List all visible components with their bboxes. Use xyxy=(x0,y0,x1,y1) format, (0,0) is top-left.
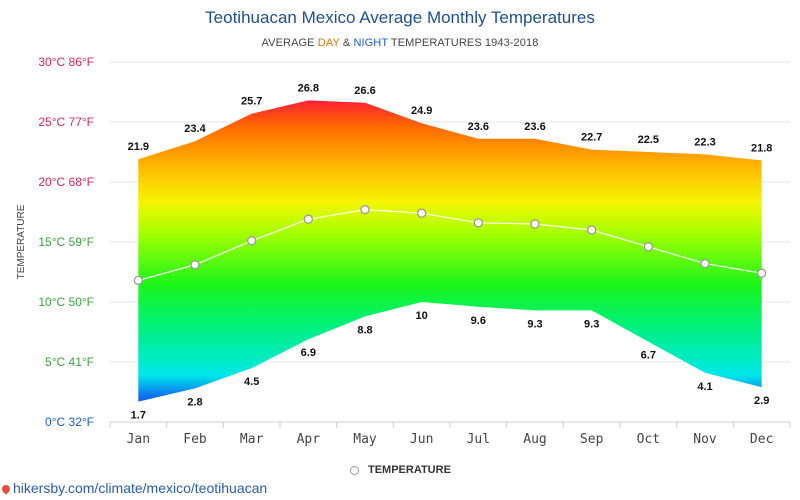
subtitle-prefix: AVERAGE xyxy=(261,37,318,49)
night-temp-label: 2.9 xyxy=(754,395,769,407)
source-text: hikersby.com/climate/mexico/teotihuacan xyxy=(13,480,268,496)
night-temp-label: 9.3 xyxy=(584,318,599,330)
temperature-point xyxy=(700,258,710,269)
legend-label: TEMPERATURE xyxy=(368,464,451,476)
chart-subtitle: AVERAGE DAY & NIGHT TEMPERATURES 1943-20… xyxy=(0,37,800,49)
x-tick-label: Aug xyxy=(523,432,546,447)
temperature-point xyxy=(190,260,200,270)
temperature-chart: 0°C 32°F 5°C 41°F 10°C 50°F 15°C 59°F 20°C 6… xyxy=(16,55,791,447)
subtitle-suffix: TEMPERATURES 1943-2018 xyxy=(387,37,539,49)
night-temp-label: 6.7 xyxy=(641,350,656,362)
y-tick-label: 30°C 86°F xyxy=(38,55,94,69)
night-temp-label: 10 xyxy=(416,310,428,322)
day-temp-label: 21.9 xyxy=(128,141,149,153)
day-temp-label: 23.4 xyxy=(184,123,206,135)
source-link[interactable]: hikersby.com/climate/mexico/teotihuacan xyxy=(0,480,268,496)
temperature-point xyxy=(530,219,540,229)
x-tick-label: Sep xyxy=(580,432,604,447)
night-temp-label: 4.1 xyxy=(697,381,712,393)
x-tick-label: Apr xyxy=(297,432,321,447)
x-tick-label: May xyxy=(353,432,377,447)
x-tick-label: Nov xyxy=(693,432,717,447)
location-pin-icon xyxy=(0,483,12,495)
x-tick-label: Jul xyxy=(467,432,490,447)
day-temp-label: 22.7 xyxy=(581,132,602,144)
y-axis: 0°C 32°F 5°C 41°F 10°C 50°F 15°C 59°F 20°C 6… xyxy=(38,55,94,429)
x-tick-label: Mar xyxy=(240,432,264,447)
temperature-line xyxy=(138,208,762,281)
day-temp-label: 23.6 xyxy=(524,121,545,133)
x-tick-label: Dec xyxy=(750,432,773,447)
temperature-point xyxy=(247,236,257,246)
night-temp-label: 1.7 xyxy=(131,410,146,422)
y-tick-label: 5°C 41°F xyxy=(45,355,94,369)
subtitle-night: NIGHT xyxy=(353,37,388,49)
temperature-point xyxy=(133,275,143,286)
day-temp-label: 26.8 xyxy=(298,82,319,94)
x-axis: Jan Feb Mar Apr May Jun Jul Aug Sep Oct Nov Dec xyxy=(109,421,791,447)
day-temp-label: 24.9 xyxy=(411,105,432,117)
y-tick-label: 15°C 59°F xyxy=(38,235,94,249)
night-temp-label: 6.9 xyxy=(301,347,316,359)
temperature-point xyxy=(417,208,427,218)
day-temp-label: 22.3 xyxy=(694,136,715,148)
y-tick-label: 10°C 50°F xyxy=(38,295,94,309)
night-temp-label: 9.6 xyxy=(471,315,486,327)
y-tick-label: 20°C 68°F xyxy=(38,175,94,189)
day-temp-label: 21.8 xyxy=(751,142,772,154)
day-temp-label: 23.6 xyxy=(468,121,489,133)
night-temp-label: 2.8 xyxy=(187,396,202,408)
y-tick-label: 25°C 77°F xyxy=(38,115,94,129)
temperature-point xyxy=(643,242,653,252)
temperature-point xyxy=(360,204,370,215)
x-tick-label: Jan xyxy=(127,432,150,447)
x-tick-label: Oct xyxy=(637,432,660,447)
x-tick-label: Feb xyxy=(183,432,207,447)
temperature-point xyxy=(473,218,483,228)
day-temp-label: 25.7 xyxy=(241,96,262,108)
subtitle-amp: & xyxy=(339,37,354,49)
x-tick-label: Jun xyxy=(410,432,433,447)
y-tick-label: 0°C 32°F xyxy=(45,415,94,429)
night-temp-label: 8.8 xyxy=(357,324,372,336)
night-temp-label: 4.5 xyxy=(244,376,259,388)
night-temp-label: 9.3 xyxy=(527,318,542,330)
temperature-point xyxy=(587,225,597,235)
data-marks: 21.9 23.4 25.7 26.8 26.6 24.9 23.6 23.6 22.7 22.5… xyxy=(128,82,773,421)
legend[interactable]: TEMPERATURE xyxy=(350,464,451,476)
subtitle-day: DAY xyxy=(317,37,340,49)
day-temp-label: 22.5 xyxy=(638,134,659,146)
legend-marker-icon xyxy=(350,465,359,475)
y-axis-title: TEMPERATURE xyxy=(16,204,27,279)
temperature-point xyxy=(303,214,313,224)
day-temp-label: 26.6 xyxy=(354,85,375,97)
temperature-point xyxy=(757,268,767,278)
temperature-range-area xyxy=(138,100,762,402)
chart-title: Teotihuacan Mexico Average Monthly Tempe… xyxy=(205,8,595,27)
